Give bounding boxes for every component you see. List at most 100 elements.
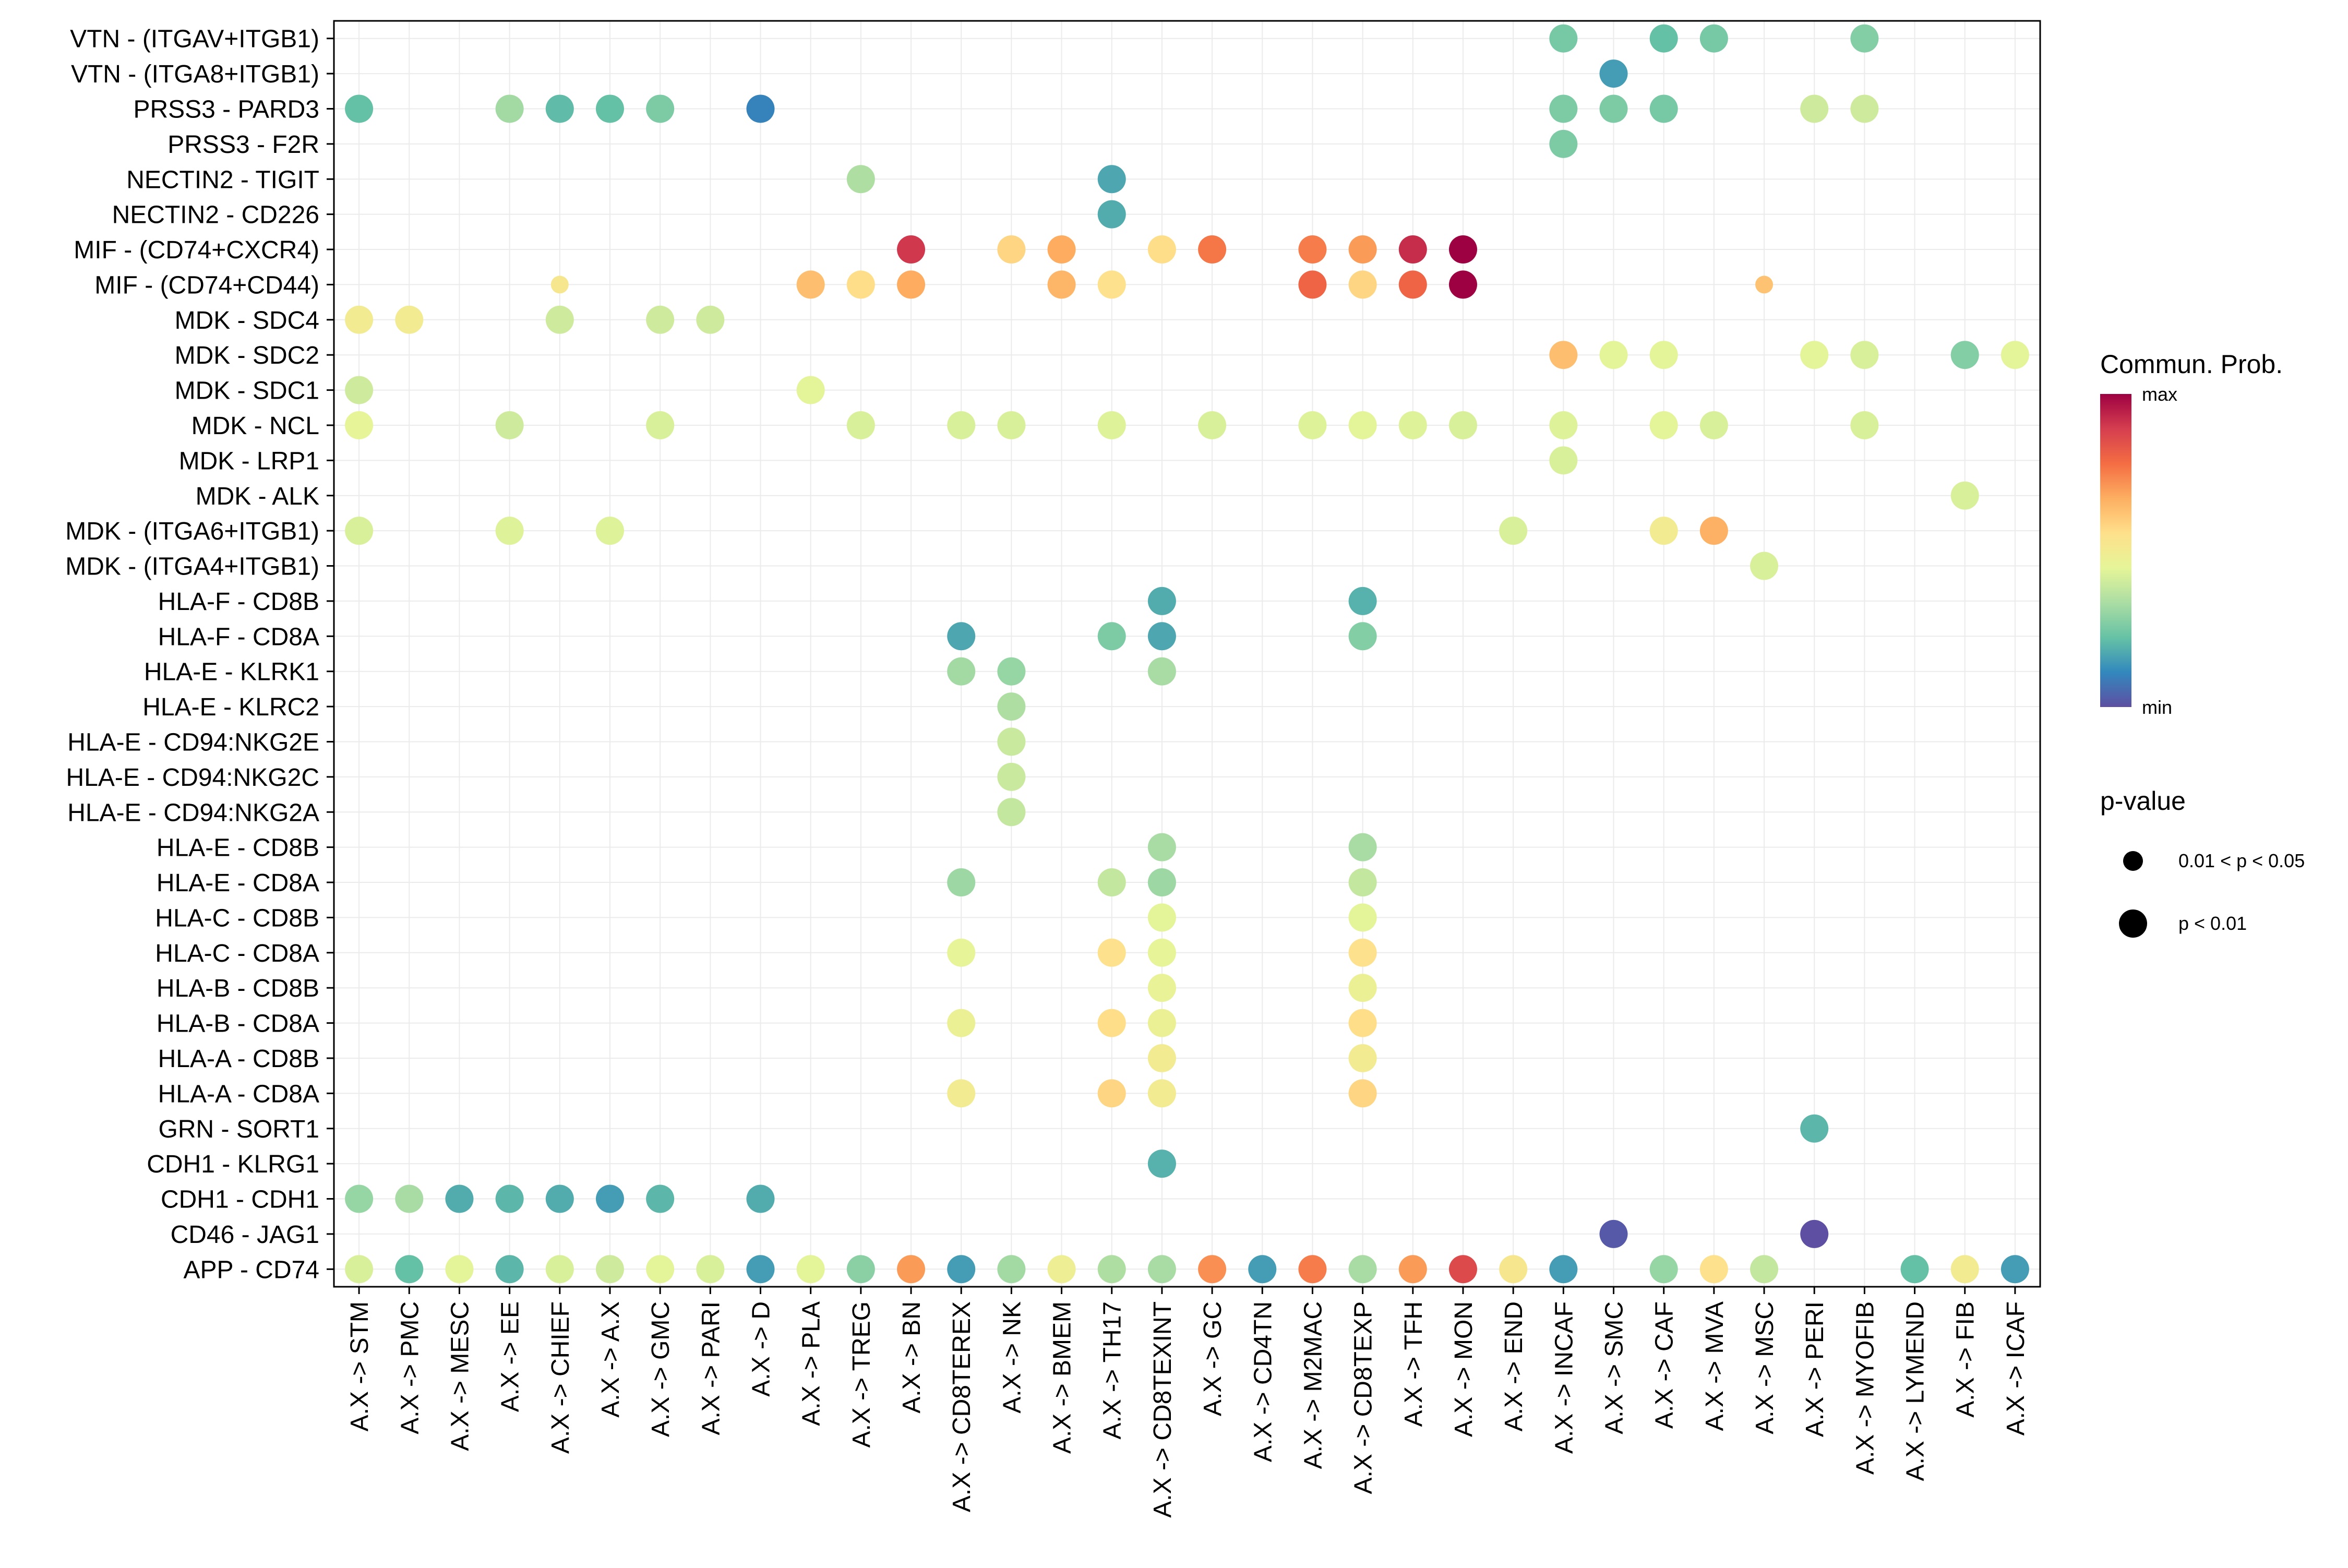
y-tick-label: HLA-E - CD94:NKG2A xyxy=(67,799,319,827)
data-point xyxy=(1147,1044,1176,1072)
data-point xyxy=(796,376,825,404)
data-point xyxy=(1348,235,1377,264)
data-point xyxy=(1549,129,1578,158)
legend-label-small: 0.01 < p < 0.05 xyxy=(2178,850,2305,871)
data-point xyxy=(595,94,624,123)
data-point xyxy=(696,305,725,334)
x-tick-label: A.X -> MSC xyxy=(1751,1301,1779,1434)
x-tick-label: A.X -> GC xyxy=(1199,1301,1227,1416)
legend-dot-large xyxy=(2119,909,2147,938)
data-point xyxy=(746,94,775,123)
data-point xyxy=(1599,59,1628,88)
x-tick-label: A.X -> END xyxy=(1500,1301,1528,1431)
data-point xyxy=(345,1255,374,1284)
data-point xyxy=(1398,270,1427,299)
y-tick-label: MDK - NCL xyxy=(191,412,319,440)
y-tick-label: HLA-F - CD8B xyxy=(158,588,319,616)
data-point xyxy=(1599,341,1628,369)
data-point xyxy=(1147,903,1176,932)
data-point xyxy=(897,1255,926,1284)
panel-background xyxy=(334,21,2040,1287)
data-point xyxy=(646,1255,675,1284)
data-point xyxy=(646,411,675,439)
grid-lines xyxy=(334,21,2040,1287)
data-point xyxy=(947,622,976,651)
y-tick-label: NECTIN2 - TIGIT xyxy=(126,166,319,194)
data-point xyxy=(1147,657,1176,686)
data-point xyxy=(1499,517,1528,545)
data-point xyxy=(1649,1255,1678,1284)
data-point xyxy=(1097,868,1126,897)
legend-label-large: p < 0.01 xyxy=(2178,913,2247,934)
data-point xyxy=(1549,94,1578,123)
x-tick-label: A.X -> GMC xyxy=(647,1301,675,1437)
data-point xyxy=(1097,200,1126,229)
y-tick-label: VTN - (ITGA8+ITGB1) xyxy=(71,61,319,88)
x-tick-label: A.X -> PARI xyxy=(697,1301,725,1435)
data-point xyxy=(1147,622,1176,651)
panel-border xyxy=(333,20,2041,1288)
data-point xyxy=(646,305,675,334)
y-tick-label: PRSS3 - F2R xyxy=(167,131,319,159)
data-point xyxy=(1348,1079,1377,1108)
x-tick-label: A.X -> TFH xyxy=(1400,1301,1428,1427)
x-axis-labels: A.X -> STM A.X -> PMC A.X -> MESC A.X -> EE… xyxy=(346,1287,2030,1518)
data-point xyxy=(1097,1009,1126,1037)
data-point xyxy=(1599,1219,1628,1248)
data-point xyxy=(1097,411,1126,439)
data-point xyxy=(846,270,875,299)
data-point xyxy=(1649,24,1678,53)
data-point xyxy=(997,727,1026,756)
data-point xyxy=(595,1184,624,1213)
data-point xyxy=(545,1255,574,1284)
data-point xyxy=(1950,481,1979,510)
data-point xyxy=(947,868,976,897)
x-tick-label: A.X -> FIB xyxy=(1952,1301,1980,1418)
data-point xyxy=(1147,1150,1176,1178)
data-point xyxy=(495,517,524,545)
y-tick-label: HLA-F - CD8A xyxy=(158,623,319,651)
legend-p-value: p-value 0.01 < p < 0.05 p < 0.01 xyxy=(2100,786,2305,938)
data-point xyxy=(345,376,374,404)
data-point xyxy=(646,1184,675,1213)
data-point xyxy=(1147,586,1176,615)
y-tick-label: CD46 - JAG1 xyxy=(171,1221,319,1249)
data-point xyxy=(1755,276,1774,294)
data-point xyxy=(1097,165,1126,194)
legend-min-label: min xyxy=(2142,697,2172,718)
x-tick-label: A.X -> INCAF xyxy=(1550,1301,1578,1454)
data-point xyxy=(1097,938,1126,967)
data-point xyxy=(345,305,374,334)
data-point xyxy=(1348,938,1377,967)
data-point xyxy=(1649,94,1678,123)
data-point xyxy=(2000,341,2029,369)
x-tick-label: A.X -> MON xyxy=(1450,1301,1478,1437)
data-point xyxy=(1800,1114,1829,1143)
legend-max-label: max xyxy=(2142,384,2177,405)
y-tick-label: HLA-E - CD8A xyxy=(157,869,319,897)
x-tick-label: A.X -> BMEM xyxy=(1049,1301,1076,1454)
data-point xyxy=(1348,622,1377,651)
data-point xyxy=(1047,270,1076,299)
data-point xyxy=(1097,1079,1126,1108)
data-point xyxy=(1147,235,1176,264)
y-tick-label: HLA-E - CD94:NKG2E xyxy=(67,728,319,756)
data-point xyxy=(897,270,926,299)
data-point xyxy=(1699,24,1728,53)
data-point xyxy=(1850,94,1879,123)
y-tick-label: CDH1 - CDH1 xyxy=(161,1186,319,1214)
data-point xyxy=(395,305,424,334)
x-tick-label: A.X -> PMC xyxy=(396,1301,424,1434)
data-point xyxy=(545,305,574,334)
y-tick-label: APP - CD74 xyxy=(183,1256,319,1284)
data-point xyxy=(1699,411,1728,439)
data-point xyxy=(1147,833,1176,861)
data-point xyxy=(1348,1009,1377,1037)
data-point xyxy=(947,1255,976,1284)
data-point xyxy=(1298,270,1327,299)
x-tick-label: A.X -> SMC xyxy=(1601,1301,1628,1434)
data-point xyxy=(1097,270,1126,299)
x-tick-label: A.X -> CD8TEXP xyxy=(1350,1301,1377,1494)
data-point xyxy=(1599,94,1628,123)
